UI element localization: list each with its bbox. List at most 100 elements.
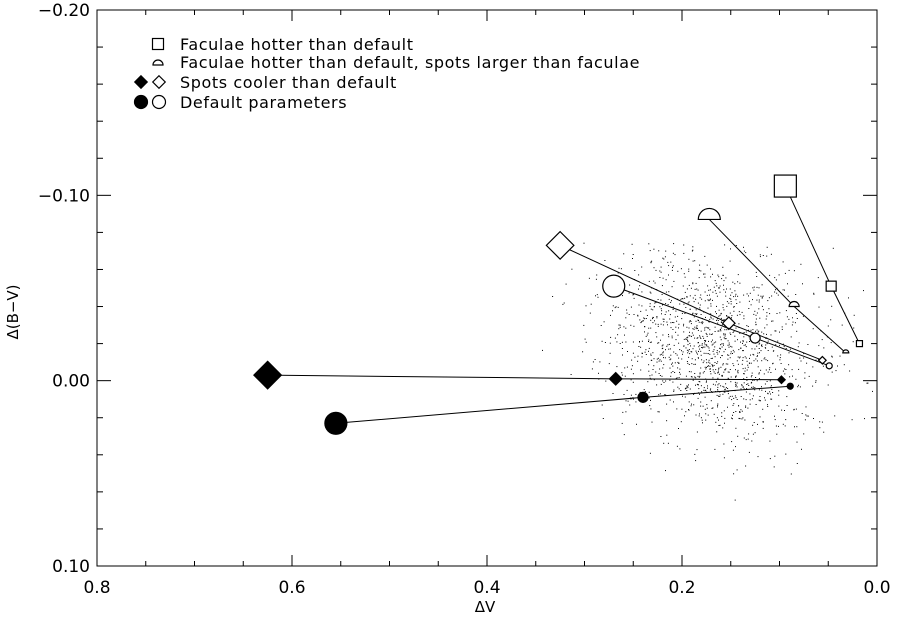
cloud-point: [774, 455, 776, 457]
cloud-point: [709, 389, 711, 391]
cloud-point: [722, 364, 724, 366]
cloud-point: [646, 334, 648, 336]
cloud-point: [713, 353, 715, 355]
cloud-point: [798, 384, 799, 386]
cloud-point: [724, 348, 726, 350]
data-point: [786, 382, 794, 390]
cloud-point: [718, 425, 720, 426]
cloud-point: [796, 463, 798, 464]
cloud-point: [686, 385, 688, 387]
cloud-point: [662, 334, 664, 336]
y-tick-label: 0.10: [52, 557, 90, 577]
legend-label: Default parameters: [180, 93, 347, 112]
cloud-point: [665, 291, 667, 293]
cloud-point: [753, 286, 755, 288]
cloud-point: [742, 350, 744, 352]
cloud-point: [770, 372, 772, 373]
cloud-point: [692, 249, 694, 251]
cloud-point: [683, 244, 685, 246]
data-point: [842, 349, 850, 354]
cloud-point: [630, 368, 632, 370]
cloud-point: [714, 356, 716, 358]
cloud-point: [673, 390, 675, 392]
cloud-point: [668, 274, 669, 276]
cloud-point: [709, 333, 711, 335]
cloud-point: [730, 301, 732, 302]
cloud-point: [688, 301, 690, 303]
cloud-point: [778, 425, 779, 427]
cloud-point: [651, 260, 653, 262]
cloud-point: [802, 315, 804, 317]
cloud-point: [801, 448, 802, 450]
cloud-point: [676, 408, 678, 410]
cloud-point: [657, 299, 659, 300]
cloud-point: [660, 323, 662, 325]
cloud-point: [803, 433, 805, 435]
cloud-point: [688, 349, 690, 350]
cloud-point: [795, 408, 797, 410]
cloud-point: [743, 398, 745, 400]
cloud-point: [763, 358, 765, 360]
cloud-point: [725, 363, 727, 365]
cloud-point: [736, 469, 738, 471]
cloud-point: [614, 337, 616, 339]
cloud-point: [719, 314, 721, 316]
cloud-point: [670, 261, 672, 263]
cloud-point: [733, 473, 735, 475]
cloud-point: [752, 386, 754, 388]
cloud-point: [675, 378, 677, 379]
cloud-point: [770, 334, 772, 336]
cloud-point: [697, 375, 699, 377]
cloud-point: [665, 311, 667, 313]
cloud-point: [741, 418, 743, 420]
cloud-point: [701, 347, 703, 348]
cloud-point: [772, 362, 774, 364]
cloud-point: [712, 369, 714, 371]
cloud-point: [638, 288, 639, 290]
cloud-point: [686, 390, 688, 391]
cloud-point: [685, 347, 687, 349]
scatter-cloud: [542, 242, 873, 501]
cloud-point: [642, 320, 644, 322]
cloud-point: [757, 352, 759, 354]
cloud-point: [696, 449, 698, 451]
cloud-point: [762, 421, 764, 423]
cloud-point: [688, 270, 690, 272]
cloud-point: [696, 431, 698, 433]
cloud-point: [673, 351, 675, 353]
cloud-point: [674, 316, 676, 318]
cloud-point: [699, 413, 700, 415]
cloud-point: [676, 377, 678, 379]
cloud-point: [750, 362, 752, 364]
cloud-point: [731, 317, 732, 319]
cloud-point: [723, 344, 724, 346]
cloud-point: [736, 382, 738, 384]
cloud-point: [706, 344, 708, 346]
cloud-point: [746, 376, 748, 378]
cloud-point: [634, 356, 636, 358]
legend-label: Faculae hotter than default: [180, 35, 414, 54]
cloud-point: [552, 296, 554, 297]
cloud-point: [648, 370, 650, 372]
cloud-point: [660, 308, 662, 310]
cloud-point: [632, 254, 634, 255]
cloud-point: [830, 319, 832, 321]
cloud-point: [694, 337, 696, 339]
cloud-point: [745, 439, 747, 441]
cloud-point: [693, 404, 695, 406]
cloud-point: [744, 367, 746, 369]
cloud-point: [723, 371, 725, 373]
cloud-point: [760, 350, 762, 352]
cloud-point: [704, 255, 706, 257]
cloud-point: [699, 348, 701, 350]
cloud-point: [725, 368, 727, 370]
cloud-point: [788, 318, 790, 320]
cloud-point: [692, 348, 694, 350]
cloud-point: [723, 289, 725, 291]
cloud-point: [695, 350, 697, 352]
cloud-point: [730, 298, 732, 300]
cloud-point: [652, 316, 654, 318]
cloud-point: [693, 328, 695, 330]
cloud-point: [710, 298, 711, 300]
cloud-point: [764, 347, 766, 349]
